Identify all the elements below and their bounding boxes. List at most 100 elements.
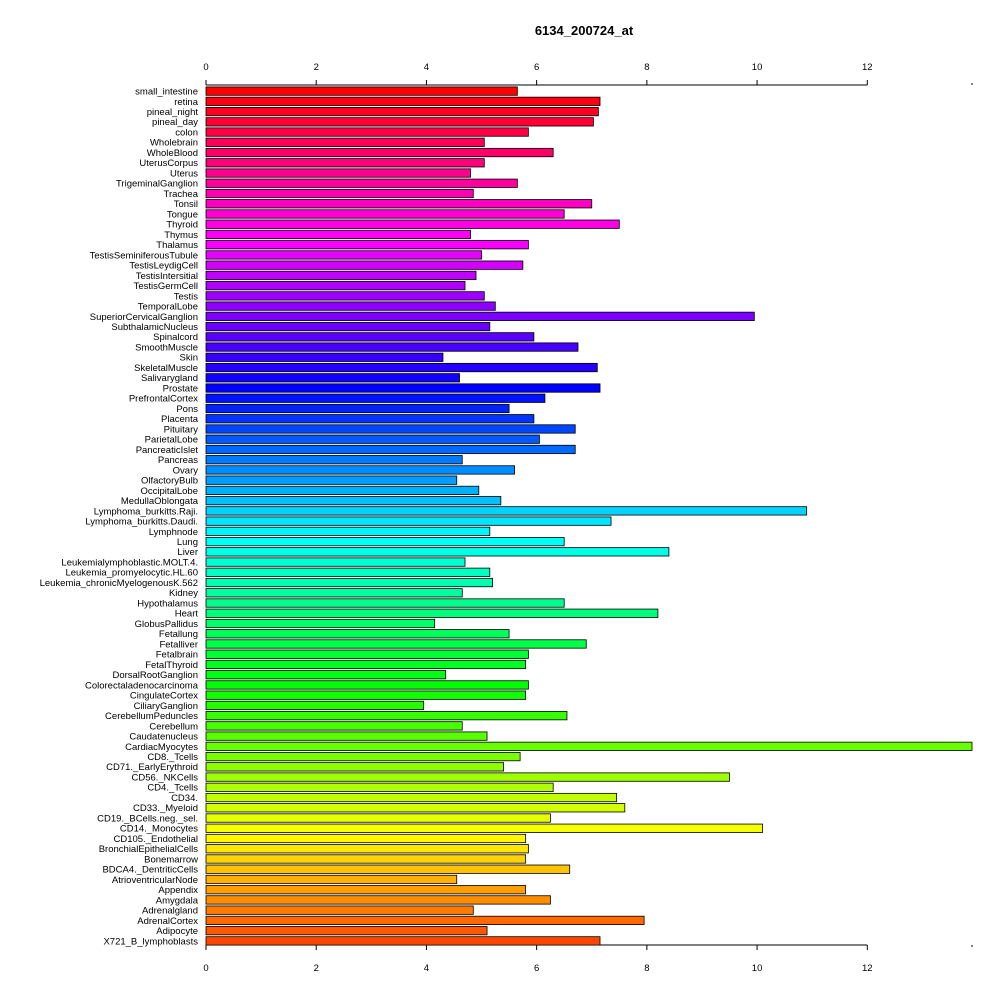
bar	[205, 414, 535, 424]
bar	[205, 772, 730, 782]
bar	[205, 106, 599, 117]
category-label: CD56._NKCells	[131, 772, 198, 783]
category-label: Skin	[180, 353, 198, 364]
bar	[205, 690, 527, 700]
bar	[205, 629, 510, 639]
bar	[205, 608, 659, 618]
category-label: Testis	[174, 291, 199, 302]
bar	[205, 444, 576, 455]
bar	[205, 147, 554, 158]
bar	[205, 96, 601, 106]
bar	[205, 383, 601, 393]
category-label: FetalThyroid	[145, 660, 198, 671]
bar	[205, 506, 808, 516]
category-labels: small_intestineretinapineal_nightpineal_…	[40, 87, 199, 948]
category-label: pineal_night	[147, 107, 199, 118]
category-label: Liver	[177, 547, 198, 558]
category-label: CD34.	[171, 793, 198, 804]
category-label: CD8._Tcells	[147, 752, 198, 763]
chart-title: 6134_200724_at	[535, 23, 634, 38]
category-label: Fetallung	[159, 629, 198, 640]
category-label: Adrenalgland	[142, 906, 198, 917]
bar	[205, 301, 496, 311]
bar	[205, 547, 670, 557]
category-label: TestisGermCell	[134, 281, 198, 292]
x-tick-label: 8	[644, 62, 649, 73]
bar	[205, 782, 554, 792]
bar	[205, 485, 480, 496]
category-label: CD4._Tcells	[147, 783, 198, 794]
category-label: ParietalLobe	[145, 435, 198, 446]
bar	[205, 117, 594, 127]
bar	[205, 209, 565, 219]
category-label: Colorectaladenocarcinoma	[85, 680, 199, 691]
bars	[205, 86, 973, 946]
category-label: Trachea	[164, 189, 199, 200]
bar	[205, 260, 524, 270]
bar	[205, 803, 626, 813]
bar	[205, 434, 540, 444]
bar	[205, 475, 458, 485]
category-label: Thalamus	[156, 240, 198, 251]
category-label: Leukemia_promyelocytic.HL.60	[65, 568, 198, 579]
category-label: Cerebellum	[149, 721, 198, 732]
category-label: TrigeminalGanglion	[116, 179, 198, 190]
category-label: SubthalamicNucleus	[111, 322, 198, 333]
bar	[205, 639, 587, 649]
category-label: Ovary	[173, 465, 199, 476]
bar	[205, 618, 436, 629]
category-label: CD14._Monocytes	[120, 824, 198, 835]
bar	[205, 219, 620, 229]
bar	[205, 844, 529, 854]
category-label: Lymphoma_burkitts.Raji.	[94, 506, 198, 517]
bar	[205, 342, 579, 352]
bar	[205, 178, 518, 188]
category-label: CD33._Myeloid	[133, 803, 198, 814]
category-label: retina	[174, 97, 198, 108]
category-label: pineal_day	[152, 117, 198, 128]
category-label: Bonemarrow	[144, 854, 198, 865]
x-tick-label: 4	[424, 62, 429, 73]
category-label: Lymphoma_burkitts.Daudi.	[85, 517, 198, 528]
category-label: SkeletalMuscle	[134, 363, 198, 374]
bar	[205, 659, 527, 670]
category-label: Placenta	[161, 414, 199, 425]
bar	[205, 557, 466, 567]
category-label: CD105._Endothelial	[113, 834, 198, 845]
category-label: Tonsil	[174, 199, 198, 210]
bar	[205, 270, 477, 281]
bar	[205, 291, 485, 301]
bar	[205, 905, 474, 915]
x-tick-label: 0	[203, 963, 208, 974]
category-label: Thymus	[164, 230, 198, 241]
bar	[205, 598, 565, 608]
bar	[205, 168, 471, 178]
bar	[205, 516, 612, 526]
bar	[205, 455, 463, 465]
x-tick-label: 4	[424, 963, 429, 974]
bar	[205, 567, 491, 577]
category-label: Fetalliver	[159, 639, 198, 650]
bar	[205, 721, 463, 731]
x-tick-label: 0	[203, 62, 208, 73]
bar	[205, 332, 535, 342]
x-tick-label: 2	[314, 62, 319, 73]
bar	[205, 393, 546, 403]
bar	[205, 885, 527, 895]
category-label: Adipocyte	[156, 926, 198, 937]
bar	[205, 127, 529, 137]
category-label: Spinalcord	[153, 332, 198, 343]
bar	[205, 854, 527, 864]
bar	[205, 895, 551, 905]
category-label: Uterus	[170, 168, 198, 179]
x-tick-label: 6	[534, 62, 539, 73]
category-label: Heart	[175, 609, 199, 620]
category-label: OlfactoryBulb	[141, 476, 198, 487]
category-label: Pituitary	[164, 424, 199, 435]
x-tick-label: 6	[534, 963, 539, 974]
category-label: AtrioventricularNode	[112, 875, 198, 886]
bar	[205, 577, 493, 588]
category-label: Lung	[177, 537, 198, 548]
category-label: BDCA4._DentriticCells	[102, 865, 198, 876]
bar	[205, 373, 460, 383]
